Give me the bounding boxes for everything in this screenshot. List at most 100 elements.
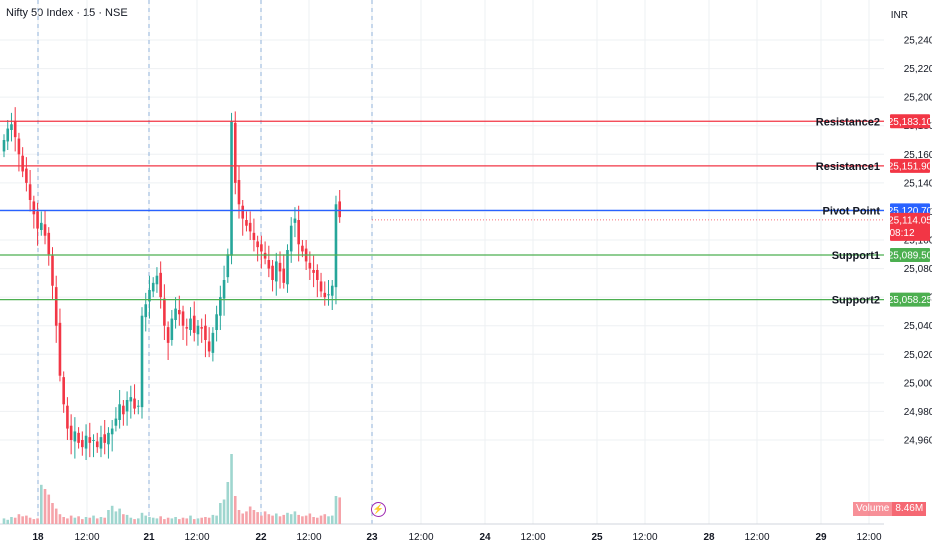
volume-bar [323, 514, 327, 524]
candle-body [297, 220, 300, 245]
candle-body [330, 285, 334, 296]
volume-bar [219, 503, 222, 524]
candle-body [271, 265, 274, 280]
volume-badge-label: Volume [853, 502, 893, 516]
candle-body [140, 315, 144, 408]
volume-bar [174, 517, 177, 524]
volume-bar [252, 510, 256, 524]
candle-body [222, 280, 226, 299]
volume-bar [189, 515, 192, 524]
volume-badge[interactable]: Volume 8.46M [853, 502, 927, 516]
candle-body [301, 245, 304, 252]
volume-bar [226, 482, 230, 524]
volume-bar [230, 454, 233, 524]
candle-body [103, 434, 107, 443]
y-tick-label: 25,160.00 [904, 150, 932, 161]
volume-bar [32, 519, 36, 524]
volume-bar [66, 518, 69, 524]
volume-bar [185, 518, 189, 524]
volume-bar [256, 512, 259, 524]
volume-bar [47, 494, 51, 524]
volume-bar [110, 505, 114, 524]
volume-bar [140, 512, 144, 524]
symbol-header[interactable]: Nifty 50 Index · 15 · NSE [6, 7, 128, 19]
volume-bar [245, 511, 248, 524]
candle-body [174, 308, 177, 320]
x-tick-label: 29 [815, 532, 827, 543]
candle-body [233, 122, 237, 183]
candle-body [289, 225, 293, 252]
candle-body [159, 272, 162, 298]
x-tick-label: 25 [591, 532, 603, 543]
candle-body [114, 418, 118, 426]
candle-body [178, 310, 181, 315]
volume-bar [148, 517, 151, 524]
candle-body [107, 432, 110, 445]
candle-body [196, 325, 200, 335]
volume-bar [159, 516, 162, 524]
candle-body [95, 441, 99, 448]
volume-bar [151, 517, 155, 524]
candle-body [278, 262, 282, 272]
level-price-text: 25,089.50 [888, 251, 932, 262]
candle-body [334, 204, 338, 288]
candle-body [151, 282, 155, 292]
volume-bar [237, 510, 241, 524]
candle-body [226, 254, 230, 278]
candle-body [327, 294, 330, 296]
y-tick-label: 25,240.00 [904, 36, 932, 47]
candle-body [204, 325, 207, 340]
y-tick-label: 25,020.00 [904, 350, 932, 361]
y-tick-label: 25,080.00 [904, 264, 932, 275]
currency-label: INR [890, 10, 908, 21]
candle-body [312, 270, 315, 273]
candle-body [170, 318, 174, 340]
volume-bar [122, 514, 125, 524]
volume-bar [204, 517, 207, 524]
level-price-badge [890, 292, 930, 307]
volume-bar [133, 519, 136, 524]
volume-bar [51, 503, 54, 524]
x-tick-label: 28 [703, 532, 715, 543]
volume-bar [301, 516, 304, 524]
candle-body [136, 405, 140, 407]
level-name: Support1 [832, 250, 880, 262]
candle-body [185, 327, 189, 329]
volume-bar [118, 508, 121, 524]
candle-body [192, 315, 196, 333]
flash-icon[interactable]: ⚡ [371, 502, 386, 517]
volume-bar [308, 513, 312, 524]
volume-bar [267, 514, 271, 524]
candle-body [62, 377, 65, 405]
candle-body [293, 218, 297, 223]
volume-bar [330, 515, 334, 524]
candle-body [28, 184, 32, 200]
candle-body [181, 311, 185, 326]
candle-body [51, 255, 54, 286]
candle-body [36, 211, 39, 229]
candle-body [230, 121, 233, 256]
x-tick-label: 18 [32, 532, 44, 543]
candle-body [248, 222, 252, 232]
x-tick-label: 12:00 [408, 532, 433, 543]
candle-body [133, 398, 136, 409]
candle-body [118, 404, 121, 420]
level-price-badge [890, 158, 930, 173]
y-tick-label: 24,960.00 [904, 436, 932, 447]
volume-bar [170, 518, 174, 524]
volume-bar [263, 511, 267, 524]
candle-body [260, 244, 263, 252]
volume-bar [334, 496, 338, 524]
candle-body [66, 405, 69, 429]
level-name: Pivot Point [823, 205, 881, 217]
candle-body [211, 332, 215, 353]
volume-bar [17, 514, 21, 524]
candle-body [207, 341, 211, 352]
volume-bar [222, 499, 226, 524]
candle-body [219, 297, 222, 316]
candle-body [122, 405, 125, 415]
candle-body [92, 440, 95, 441]
volume-bar [178, 519, 181, 524]
volume-bar [181, 517, 185, 524]
